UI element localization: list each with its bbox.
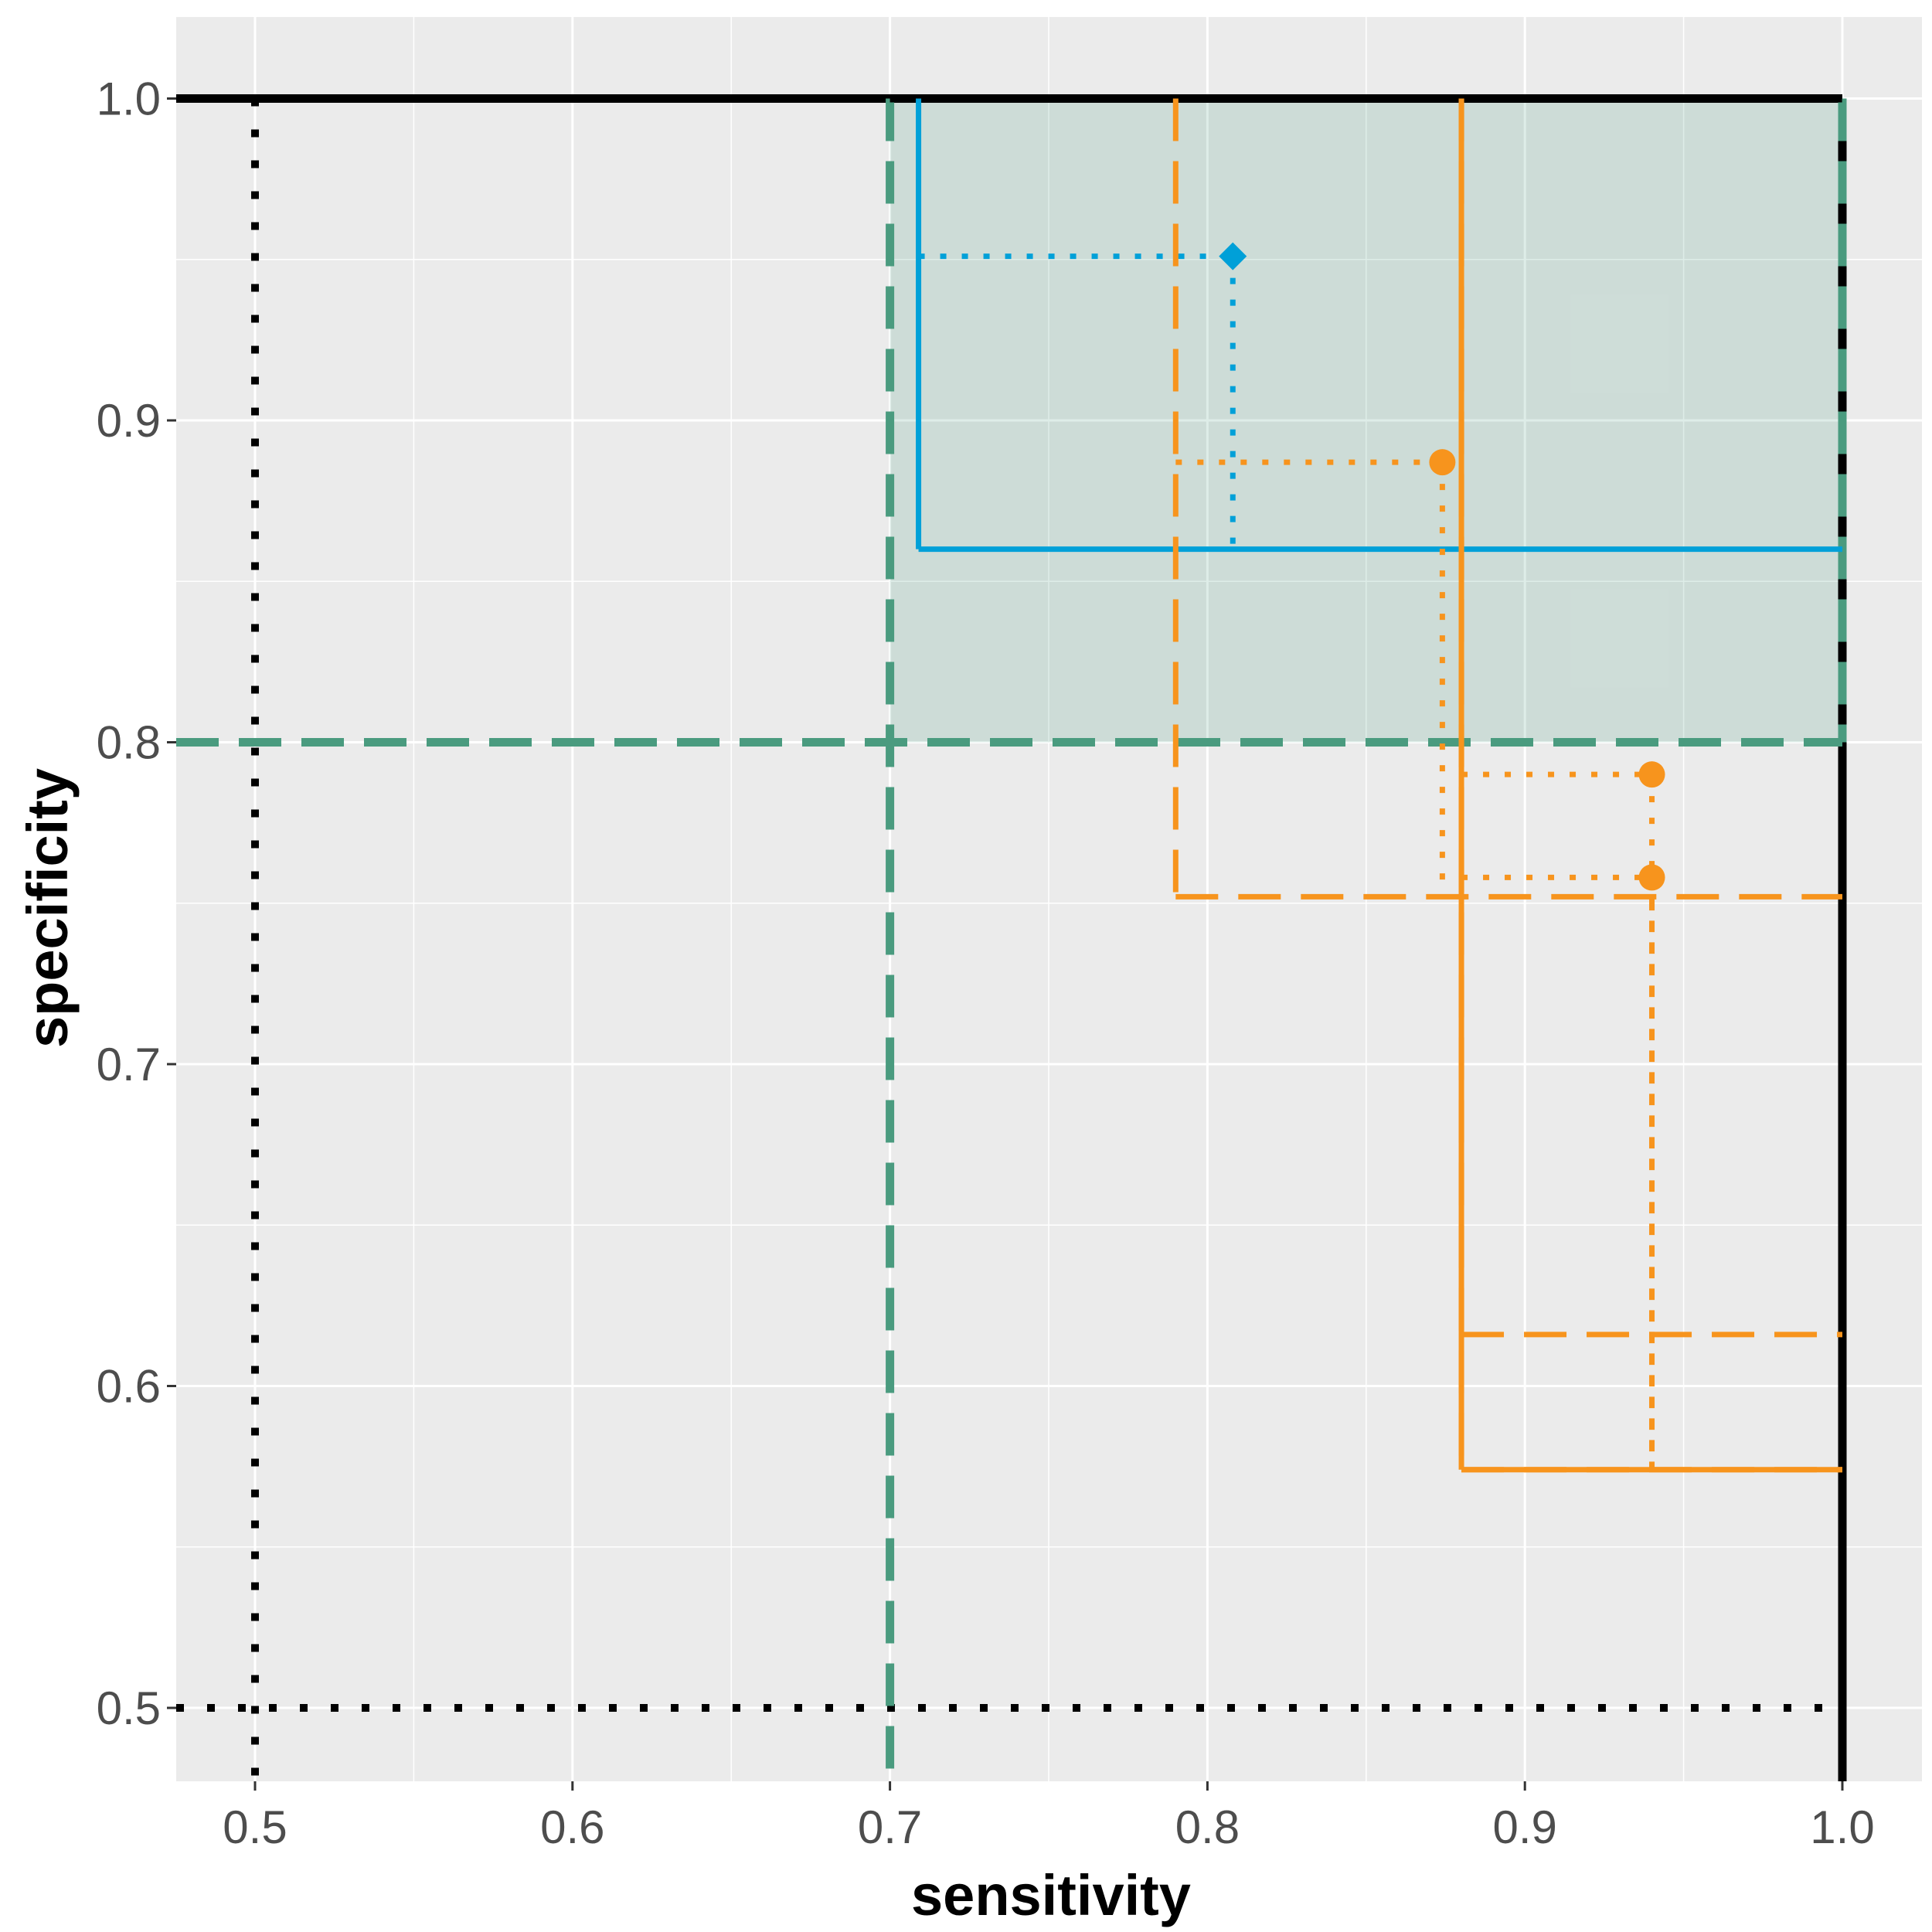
data-point-orange — [1638, 864, 1665, 891]
x-tick-label: 0.7 — [858, 1801, 922, 1853]
y-axis-title: specificity — [15, 768, 80, 1048]
y-tick-label: 0.6 — [97, 1361, 161, 1413]
x-tick-label: 1.0 — [1810, 1801, 1874, 1853]
plot-panel — [176, 17, 1922, 1781]
y-tick-label: 0.7 — [97, 1039, 161, 1090]
data-point-orange — [1638, 761, 1665, 788]
y-tick-label: 0.8 — [97, 717, 161, 769]
ci-box-blue — [916, 98, 1842, 553]
ci-box-orange — [1172, 98, 1842, 900]
x-tick-label: 0.8 — [1175, 1801, 1240, 1853]
y-tick-label: 0.5 — [97, 1682, 161, 1734]
x-axis-title: sensitivity — [911, 1863, 1191, 1927]
x-tick-label: 0.6 — [540, 1801, 604, 1853]
data-point-blue — [1219, 242, 1247, 270]
axes: 0.5 0.6 0.7 0.8 0.9 1.0 0.5 0.6 0.7 0.8 0.9 1.0 — [97, 73, 1875, 1854]
target-region-fill — [889, 98, 1842, 743]
x-tick-label: 0.9 — [1492, 1801, 1556, 1853]
data-point-orange — [1429, 449, 1456, 476]
y-tick-label: 0.9 — [97, 395, 161, 447]
x-tick-label: 0.5 — [223, 1801, 287, 1853]
y-tick-label: 1.0 — [97, 73, 161, 125]
